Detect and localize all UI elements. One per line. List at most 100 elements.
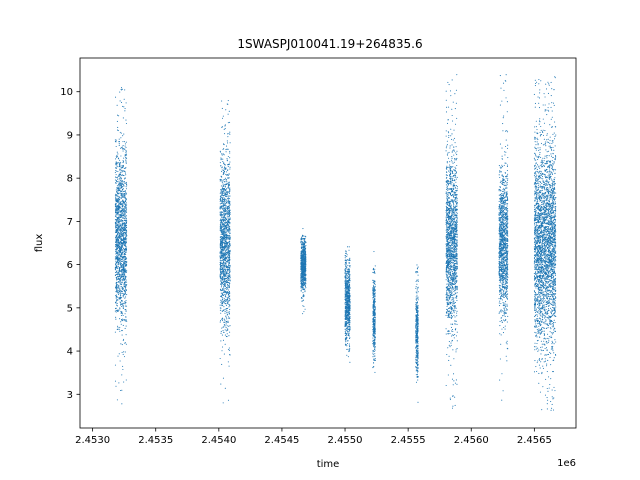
data-point bbox=[122, 307, 125, 309]
data-point bbox=[373, 300, 375, 303]
data-point bbox=[373, 299, 376, 301]
data-point bbox=[228, 173, 230, 175]
data-point bbox=[222, 192, 224, 194]
data-point bbox=[225, 308, 227, 310]
data-point bbox=[118, 166, 120, 168]
data-point bbox=[344, 325, 346, 327]
data-point bbox=[115, 266, 117, 269]
data-point bbox=[347, 297, 349, 299]
data-point bbox=[223, 268, 225, 270]
data-point bbox=[345, 290, 347, 292]
data-point bbox=[372, 298, 374, 300]
data-point bbox=[125, 122, 128, 125]
data-point bbox=[227, 155, 229, 158]
data-point bbox=[117, 259, 119, 261]
data-point bbox=[117, 355, 119, 357]
data-point bbox=[222, 223, 224, 225]
data-point bbox=[120, 253, 122, 255]
data-point bbox=[223, 318, 225, 320]
data-point bbox=[124, 265, 126, 267]
data-point bbox=[120, 270, 122, 272]
data-point bbox=[125, 186, 127, 188]
data-point bbox=[116, 114, 119, 116]
data-point bbox=[344, 316, 346, 318]
data-point bbox=[372, 284, 374, 286]
data-point bbox=[219, 192, 221, 194]
data-point bbox=[119, 100, 121, 102]
data-point bbox=[224, 334, 226, 336]
data-point bbox=[224, 167, 226, 169]
data-point bbox=[114, 331, 116, 333]
data-point bbox=[229, 240, 231, 242]
data-point bbox=[124, 167, 126, 169]
data-point bbox=[116, 163, 118, 165]
data-point bbox=[115, 174, 117, 176]
data-point bbox=[302, 238, 304, 240]
data-point bbox=[116, 181, 118, 183]
data-point bbox=[229, 166, 231, 168]
data-point bbox=[373, 305, 375, 308]
data-point bbox=[120, 161, 122, 163]
data-point bbox=[124, 241, 126, 243]
data-point bbox=[222, 202, 224, 205]
data-point bbox=[225, 275, 227, 277]
data-point bbox=[223, 209, 225, 211]
data-point bbox=[120, 236, 122, 238]
data-point bbox=[125, 183, 128, 185]
data-point bbox=[219, 321, 221, 323]
data-point bbox=[302, 264, 304, 267]
data-point bbox=[225, 282, 227, 284]
data-point bbox=[124, 303, 126, 305]
data-point bbox=[223, 287, 225, 289]
data-point bbox=[118, 141, 121, 143]
data-point bbox=[120, 279, 122, 281]
data-point bbox=[120, 235, 122, 237]
data-point bbox=[229, 274, 231, 276]
data-point bbox=[122, 353, 124, 355]
data-point bbox=[120, 213, 122, 215]
data-point bbox=[373, 324, 375, 326]
data-point bbox=[120, 132, 122, 134]
data-point bbox=[116, 302, 118, 304]
data-point bbox=[302, 270, 304, 272]
data-point bbox=[345, 261, 347, 263]
data-point bbox=[124, 148, 126, 150]
data-point bbox=[221, 289, 223, 291]
data-point bbox=[117, 268, 119, 270]
data-point bbox=[119, 257, 121, 259]
data-point bbox=[120, 314, 122, 317]
data-point bbox=[222, 298, 224, 301]
data-point bbox=[224, 125, 226, 127]
data-point bbox=[219, 162, 221, 164]
data-point bbox=[417, 296, 419, 298]
data-point bbox=[123, 232, 125, 234]
data-point bbox=[229, 195, 231, 197]
data-point bbox=[125, 217, 127, 219]
data-point bbox=[119, 360, 121, 362]
data-point bbox=[223, 301, 225, 303]
data-point bbox=[225, 277, 228, 279]
data-point bbox=[223, 324, 225, 326]
data-point bbox=[126, 257, 128, 259]
data-point bbox=[116, 177, 118, 179]
data-point bbox=[417, 349, 419, 352]
data-point bbox=[120, 244, 122, 246]
data-point bbox=[122, 148, 124, 150]
data-point bbox=[122, 233, 124, 235]
data-point bbox=[220, 158, 222, 160]
data-point bbox=[225, 184, 227, 186]
data-point bbox=[115, 291, 117, 293]
data-point bbox=[120, 197, 122, 199]
data-point bbox=[122, 150, 124, 152]
data-point bbox=[349, 275, 351, 277]
data-point bbox=[124, 258, 126, 260]
data-point bbox=[372, 293, 374, 295]
data-point bbox=[373, 293, 375, 295]
data-point bbox=[117, 175, 119, 177]
data-point bbox=[229, 232, 231, 235]
data-point bbox=[119, 226, 121, 228]
data-point bbox=[116, 199, 118, 201]
data-point bbox=[374, 371, 376, 373]
data-point bbox=[118, 251, 120, 253]
data-point bbox=[122, 224, 124, 226]
